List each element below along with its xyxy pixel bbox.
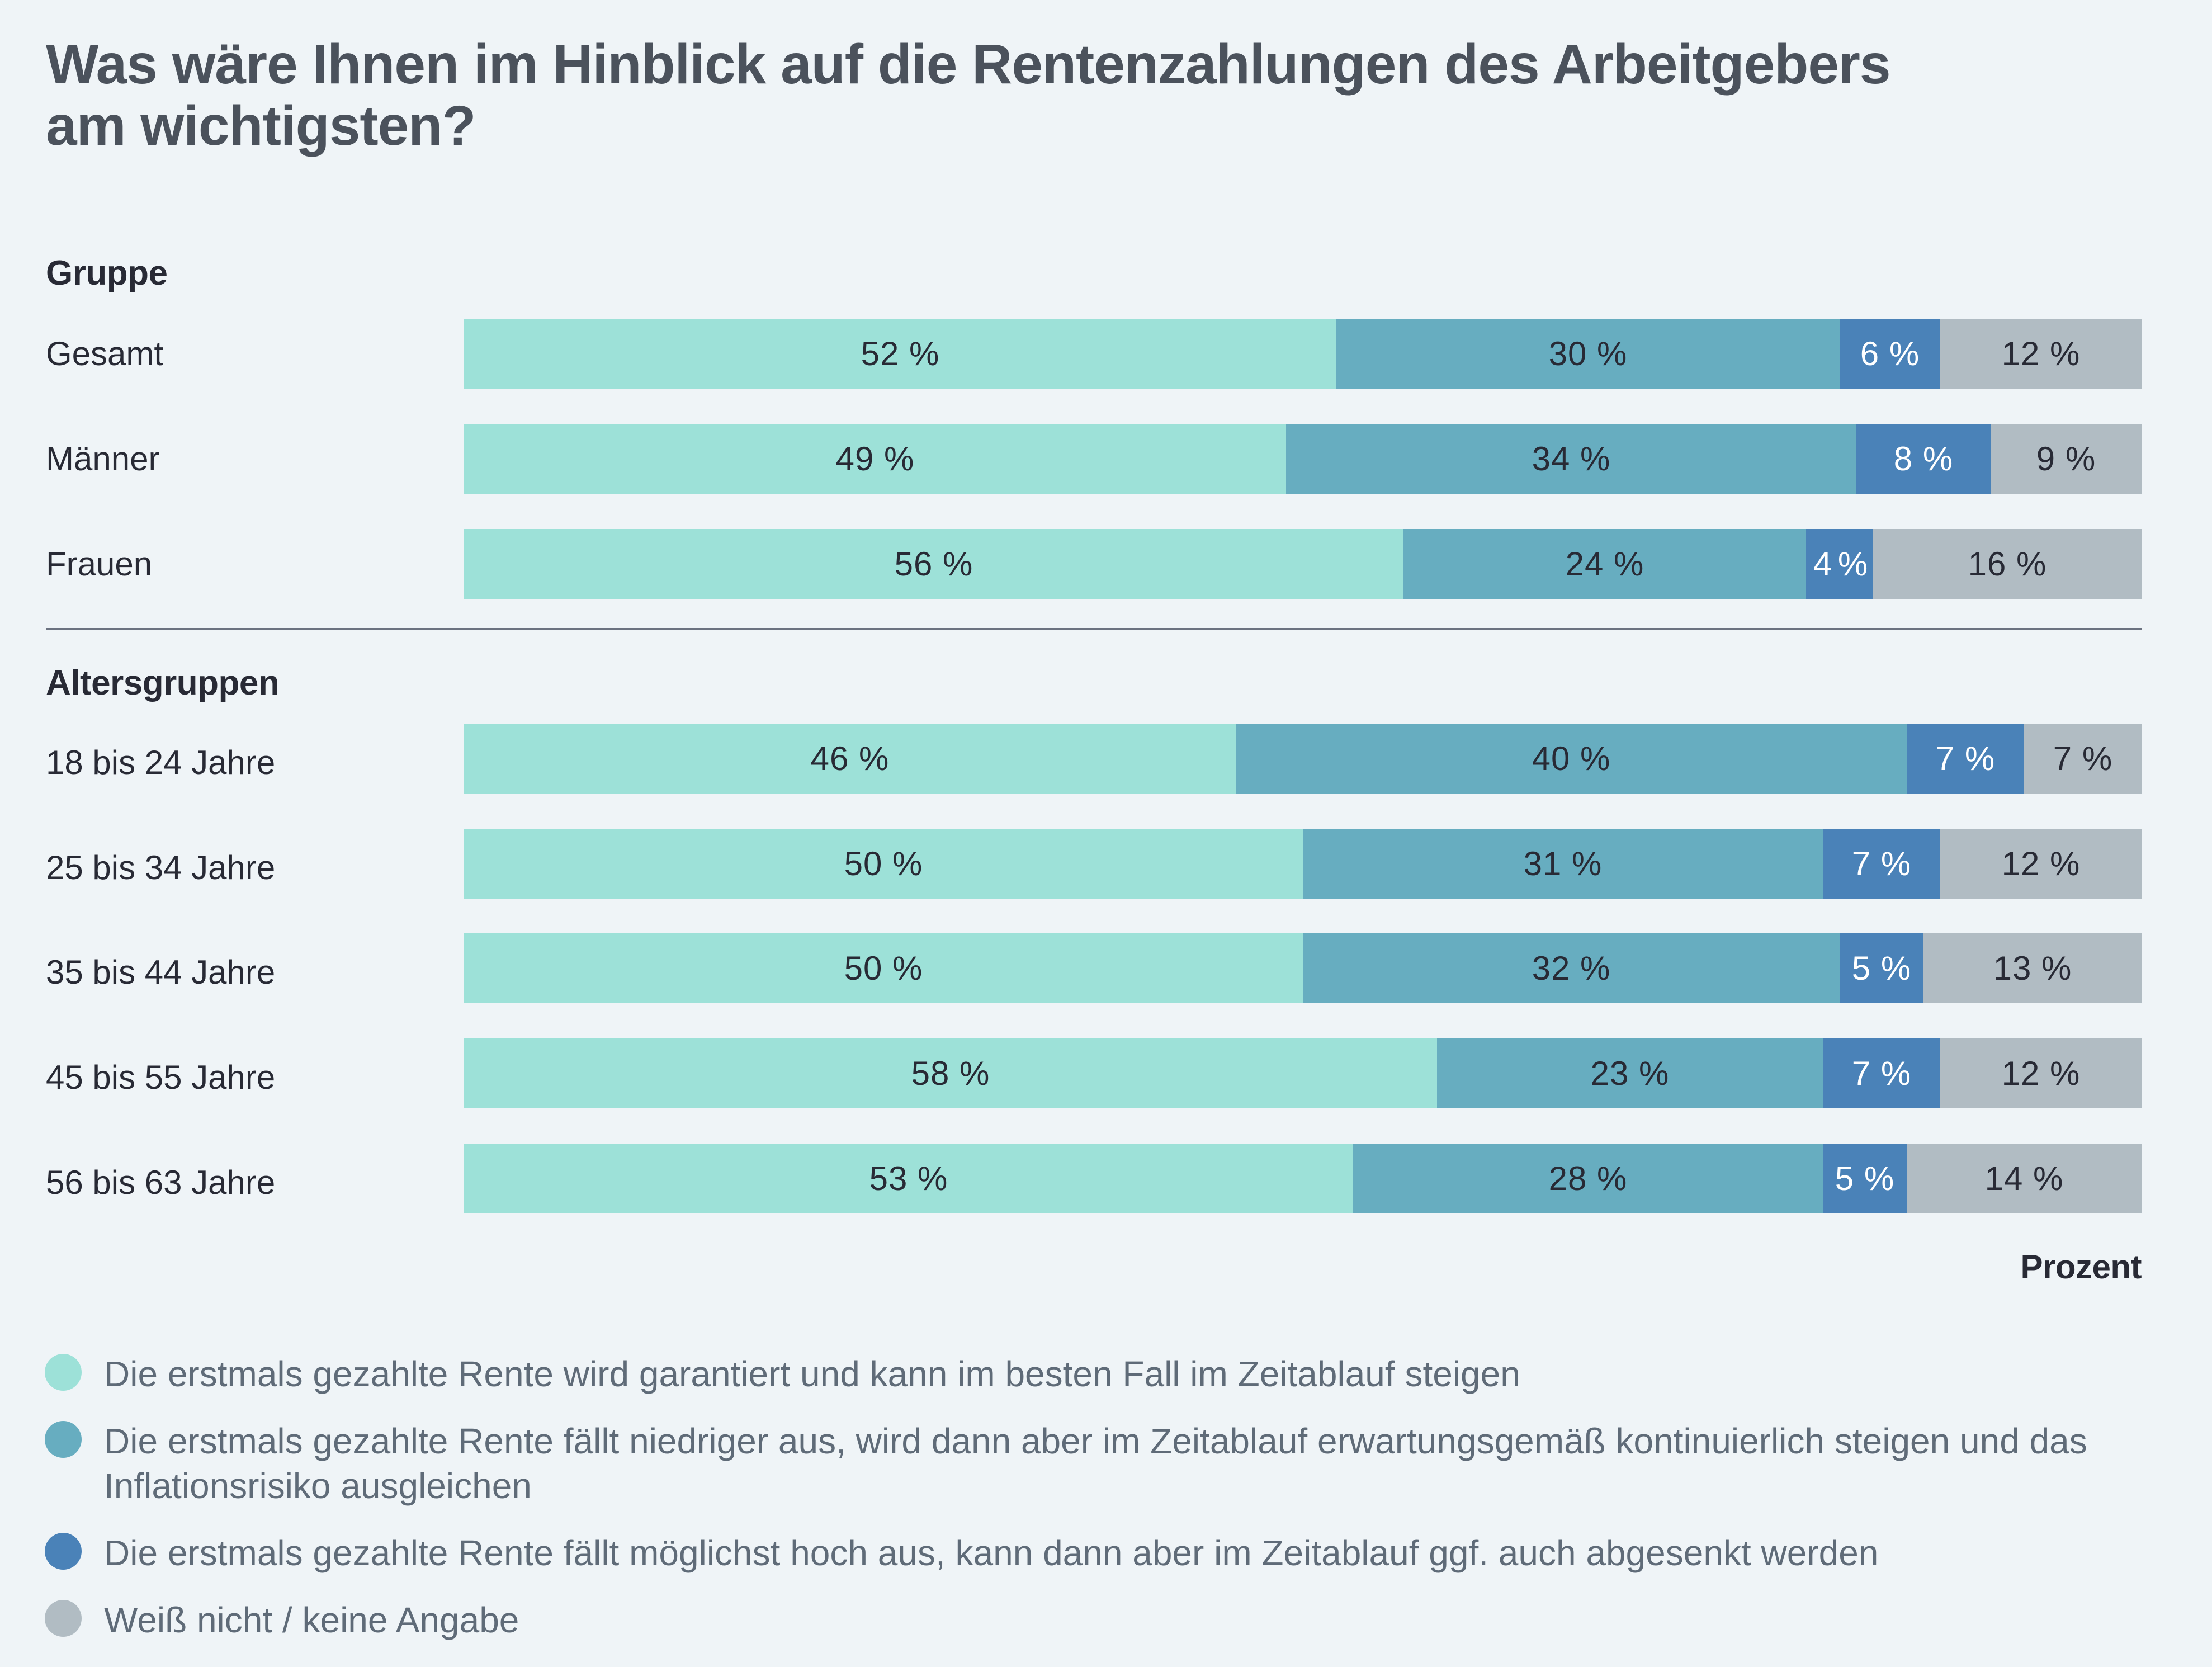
segment-niedriger: 23 % <box>1437 1038 1823 1108</box>
segment-niedriger: 28 % <box>1353 1144 1823 1213</box>
value-label: 50 % <box>844 845 923 882</box>
value-label: 40 % <box>1532 740 1611 777</box>
value-label: 53 % <box>869 1160 948 1197</box>
row-label-gesamt: Gesamt <box>46 335 164 372</box>
segment-garantiert: 58 % <box>464 1038 1437 1108</box>
value-label: 50 % <box>844 950 923 987</box>
row-label-frauen: Frauen <box>46 545 153 583</box>
value-label: 14 % <box>1984 1160 2064 1197</box>
segment-hoch: 5 % <box>1840 933 1923 1003</box>
value-label: 8 % <box>1893 440 1954 478</box>
segment-hoch: 7 % <box>1907 724 2024 794</box>
value-label: 4 % <box>1813 545 1868 583</box>
bar-45-55: 58 % 23 % 7 % 12 % <box>464 1038 2142 1108</box>
segment-weiss-nicht: 9 % <box>1991 424 2142 494</box>
value-label: 12 % <box>2001 335 2081 372</box>
value-label: 32 % <box>1532 950 1611 987</box>
segment-weiss-nicht: 14 % <box>1907 1144 2142 1213</box>
value-label: 46 % <box>810 740 890 777</box>
value-label: 16 % <box>1968 545 2047 583</box>
value-label: 52 % <box>861 335 940 372</box>
value-label: 13 % <box>1993 950 2072 987</box>
segment-niedriger: 31 % <box>1303 829 1823 899</box>
value-label: 23 % <box>1590 1055 1670 1092</box>
segment-hoch: 7 % <box>1823 829 1940 899</box>
bar-18-24: 46 % 40 % 7 % 7 % <box>464 724 2142 794</box>
bar-gesamt: 52 % 30 % 6 % 12 % <box>464 319 2142 389</box>
row-label-maenner: Männer <box>46 440 160 478</box>
segment-niedriger: 32 % <box>1303 933 1840 1003</box>
bar-frauen: 56 % 24 % 4 % 16 % <box>464 529 2142 599</box>
row-label-45-55: 45 bis 55 Jahre <box>46 1059 276 1096</box>
value-label: 9 % <box>2036 440 2096 478</box>
segment-garantiert: 46 % <box>464 724 1236 794</box>
segment-weiss-nicht: 7 % <box>2024 724 2142 794</box>
legend-dot-icon <box>45 1600 82 1637</box>
row-label-18-24: 18 bis 24 Jahre <box>46 744 276 781</box>
segment-garantiert: 53 % <box>464 1144 1353 1213</box>
segment-weiss-nicht: 13 % <box>1923 933 2142 1003</box>
value-label: 5 % <box>1835 1160 1895 1197</box>
bar-25-34: 50 % 31 % 7 % 12 % <box>464 829 2142 899</box>
segment-hoch: 6 % <box>1840 319 1940 389</box>
segment-hoch: 8 % <box>1856 424 1991 494</box>
value-label: 30 % <box>1548 335 1628 372</box>
row-label-25-34: 25 bis 34 Jahre <box>46 849 276 886</box>
chart-title-line-1: Was wäre Ihnen im Hinblick auf die Rente… <box>46 33 1890 96</box>
legend-label: Die erstmals gezahlte Rente fällt niedri… <box>104 1421 2087 1506</box>
segment-weiss-nicht: 12 % <box>1940 319 2142 389</box>
unit-label: Prozent <box>2020 1248 2142 1286</box>
segment-garantiert: 56 % <box>464 529 1403 599</box>
value-label: 6 % <box>1860 335 1920 372</box>
legend-label: Weiß nicht / keine Angabe <box>104 1600 519 1640</box>
legend-label: Die erstmals gezahlte Rente fällt möglic… <box>104 1533 1879 1573</box>
segment-hoch: 5 % <box>1823 1144 1907 1213</box>
segment-garantiert: 49 % <box>464 424 1286 494</box>
segment-weiss-nicht: 12 % <box>1940 829 2142 899</box>
group-heading-altersgruppen: Altersgruppen <box>46 664 280 702</box>
value-label: 12 % <box>2001 845 2081 882</box>
value-label: 58 % <box>911 1055 990 1092</box>
value-label: 12 % <box>2001 1055 2081 1092</box>
segment-weiss-nicht: 16 % <box>1873 529 2142 599</box>
segment-niedriger: 40 % <box>1236 724 1907 794</box>
row-label-35-44: 35 bis 44 Jahre <box>46 953 276 991</box>
chart-title: Was wäre Ihnen im Hinblick auf die Rente… <box>46 34 1947 157</box>
bar-56-63: 53 % 28 % 5 % 14 % <box>464 1144 2142 1213</box>
segment-garantiert: 50 % <box>464 829 1303 899</box>
value-label: 28 % <box>1548 1160 1628 1197</box>
legend-dot-icon <box>45 1354 82 1391</box>
value-label: 49 % <box>835 440 915 478</box>
bar-35-44: 50 % 32 % 5 % 13 % <box>464 933 2142 1003</box>
segment-garantiert: 50 % <box>464 933 1303 1003</box>
value-label: 7 % <box>1935 740 1996 777</box>
bar-maenner: 49 % 34 % 8 % 9 % <box>464 424 2142 494</box>
segment-niedriger: 34 % <box>1286 424 1856 494</box>
segment-garantiert: 52 % <box>464 319 1336 389</box>
segment-niedriger: 30 % <box>1336 319 1840 389</box>
segment-hoch: 7 % <box>1823 1038 1940 1108</box>
value-label: 24 % <box>1565 545 1644 583</box>
row-label-56-63: 56 bis 63 Jahre <box>46 1164 276 1201</box>
value-label: 34 % <box>1532 440 1611 478</box>
value-label: 56 % <box>894 545 973 583</box>
legend-dot-icon <box>45 1533 82 1570</box>
value-label: 7 % <box>1851 1055 1912 1092</box>
value-label: 31 % <box>1523 845 1603 882</box>
value-label: 7 % <box>1851 845 1912 882</box>
legend-label: Die erstmals gezahlte Rente wird garanti… <box>104 1354 1520 1394</box>
segment-niedriger: 24 % <box>1403 529 1806 599</box>
value-label: 5 % <box>1851 950 1912 987</box>
legend-dot-icon <box>45 1421 82 1458</box>
segment-weiss-nicht: 12 % <box>1940 1038 2142 1108</box>
group-heading-gruppe: Gruppe <box>46 254 168 292</box>
chart-title-line-2: am wichtigsten? <box>46 95 476 157</box>
group-divider <box>46 628 2142 630</box>
segment-hoch: 4 % <box>1806 529 1873 599</box>
value-label: 7 % <box>2053 740 2113 777</box>
